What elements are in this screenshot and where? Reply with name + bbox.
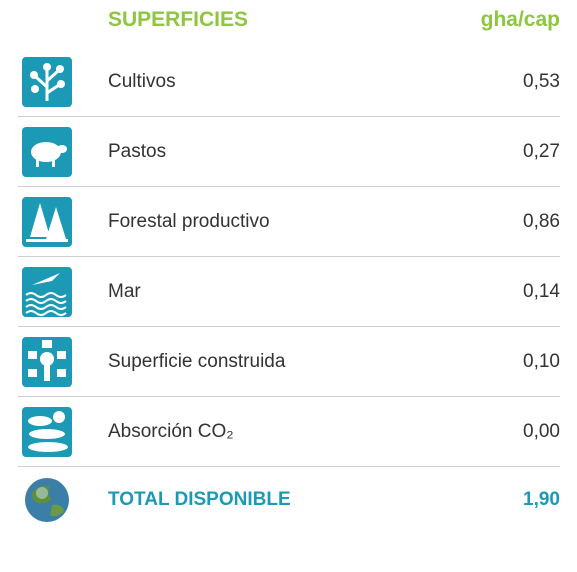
total-value: 1,90 xyxy=(523,465,560,535)
row-label: Forestal productivo xyxy=(108,187,270,257)
row-label: Absorción CO₂ xyxy=(108,397,234,467)
table-row: Superficie construida 0,10 xyxy=(18,327,560,397)
row-value: 0,86 xyxy=(523,187,560,257)
row-value: 0,27 xyxy=(523,117,560,187)
row-value: 0,14 xyxy=(523,257,560,327)
row-value: 0,53 xyxy=(523,47,560,117)
category-icon xyxy=(22,57,72,107)
table-row: Mar 0,14 xyxy=(18,257,560,327)
table-row: Forestal productivo 0,86 xyxy=(18,187,560,257)
total-row: TOTAL DISPONIBLE 1,90 xyxy=(18,465,560,535)
row-value: 0,00 xyxy=(523,397,560,467)
total-label: TOTAL DISPONIBLE xyxy=(108,465,291,535)
category-icon xyxy=(22,407,72,457)
category-icon xyxy=(22,267,72,317)
row-label: Superficie construida xyxy=(108,327,285,397)
globe-icon xyxy=(22,475,72,525)
category-icon xyxy=(22,127,72,177)
table-row: Cultivos 0,53 xyxy=(18,47,560,117)
row-label: Pastos xyxy=(108,117,166,187)
category-icon xyxy=(22,337,72,387)
row-label: Cultivos xyxy=(108,47,176,117)
header-unit: gha/cap xyxy=(481,8,560,32)
row-value: 0,10 xyxy=(523,327,560,397)
row-label: Mar xyxy=(108,257,141,327)
page: SUPERFICIES gha/cap Cultivos 0,53 Pastos 0,… xyxy=(0,0,577,572)
table-row: Pastos 0,27 xyxy=(18,117,560,187)
header-label: SUPERFICIES xyxy=(108,8,248,32)
table-row: Absorción CO₂ 0,00 xyxy=(18,397,560,467)
category-icon xyxy=(22,197,72,247)
